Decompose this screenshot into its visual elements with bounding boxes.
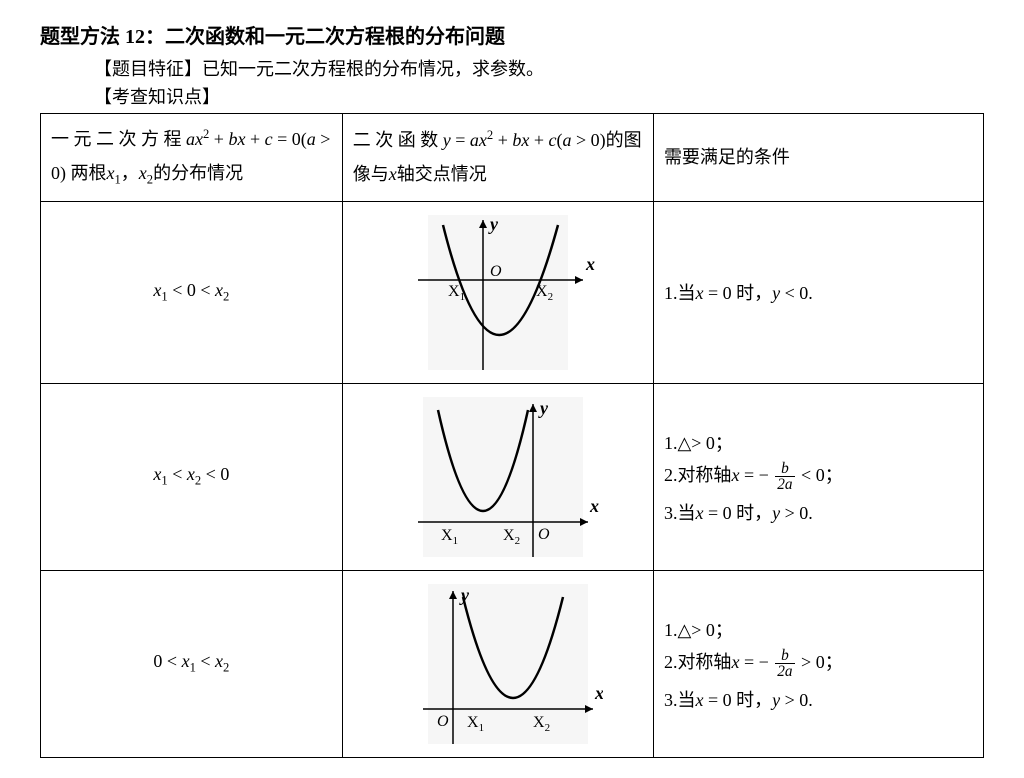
table-row: 0 < x1 < x2 x y O X1 X2 1.△> 0； 2.对称轴x =…: [41, 570, 984, 757]
cond-text: 时，: [732, 503, 773, 523]
svg-text:y: y: [459, 585, 470, 605]
svg-text:y: y: [538, 398, 549, 418]
page-title: 题型方法 12：二次函数和一元二次方程根的分布问题: [40, 20, 984, 49]
header-text: 一 元 二 次 方 程: [51, 129, 186, 149]
cond-text: 1.△> 0；: [664, 429, 973, 455]
main-table: 一 元 二 次 方 程 ax2 + bx + c = 0(a > 0) 两根x1…: [40, 113, 984, 758]
header-text: 两根: [66, 163, 107, 183]
header-function: 二 次 函 数 y = ax2 + bx + c(a > 0)的图像与x轴交点情…: [342, 114, 653, 202]
conditions-1: 1.当x = 0 时，y < 0.: [653, 201, 983, 383]
cond-text: 3.当: [664, 690, 696, 710]
parabola-graph-3: x y O X1 X2: [393, 579, 603, 749]
svg-text:O: O: [538, 526, 550, 543]
conditions-3: 1.△> 0； 2.对称轴x = − b2a > 0； 3.当x = 0 时，y…: [653, 570, 983, 757]
cond-text: 时，: [732, 283, 773, 303]
cond-text: 2.对称轴: [664, 652, 732, 672]
header-text: 轴交点情况: [397, 164, 487, 184]
cond-text: 2.对称轴: [664, 465, 732, 485]
table-row: x1 < x2 < 0 x y O X1 X2 1.△> 0； 2.对称轴x =…: [41, 383, 984, 570]
header-equation: 一 元 二 次 方 程 ax2 + bx + c = 0(a > 0) 两根x1…: [41, 114, 343, 202]
conditions-2: 1.△> 0； 2.对称轴x = − b2a < 0； 3.当x = 0 时，y…: [653, 383, 983, 570]
subtitle-knowledge: 【考查知识点】: [94, 83, 984, 109]
graph-cell-1: x y O X1 X2: [342, 201, 653, 383]
parabola-graph-2: x y O X1 X2: [393, 392, 603, 562]
header-text: 的分布情况: [153, 163, 243, 183]
root-distribution-3: 0 < x1 < x2: [41, 570, 343, 757]
svg-text:O: O: [437, 713, 449, 730]
cond-text: 3.当: [664, 503, 696, 523]
graph-cell-2: x y O X1 X2: [342, 383, 653, 570]
svg-text:x: x: [589, 496, 599, 516]
subtitle-feature: 【题目特征】已知一元二次方程根的分布情况，求参数。: [94, 55, 984, 81]
cond-text: 1.△> 0；: [664, 616, 973, 642]
svg-text:O: O: [490, 263, 502, 280]
svg-text:x: x: [585, 254, 595, 274]
header-conditions: 需要满足的条件: [653, 114, 983, 202]
table-row: x1 < 0 < x2 x y O X1 X2 1.当x = 0 时，y < 0…: [41, 201, 984, 383]
graph-cell-3: x y O X1 X2: [342, 570, 653, 757]
svg-text:y: y: [488, 214, 499, 234]
header-text: 二 次 函 数: [353, 130, 443, 150]
parabola-graph-1: x y O X1 X2: [398, 210, 598, 375]
cond-text: 时，: [732, 690, 773, 710]
table-header-row: 一 元 二 次 方 程 ax2 + bx + c = 0(a > 0) 两根x1…: [41, 114, 984, 202]
cond-text: 1.当: [664, 283, 696, 303]
root-distribution-2: x1 < x2 < 0: [41, 383, 343, 570]
root-distribution-1: x1 < 0 < x2: [41, 201, 343, 383]
svg-text:x: x: [594, 683, 603, 703]
